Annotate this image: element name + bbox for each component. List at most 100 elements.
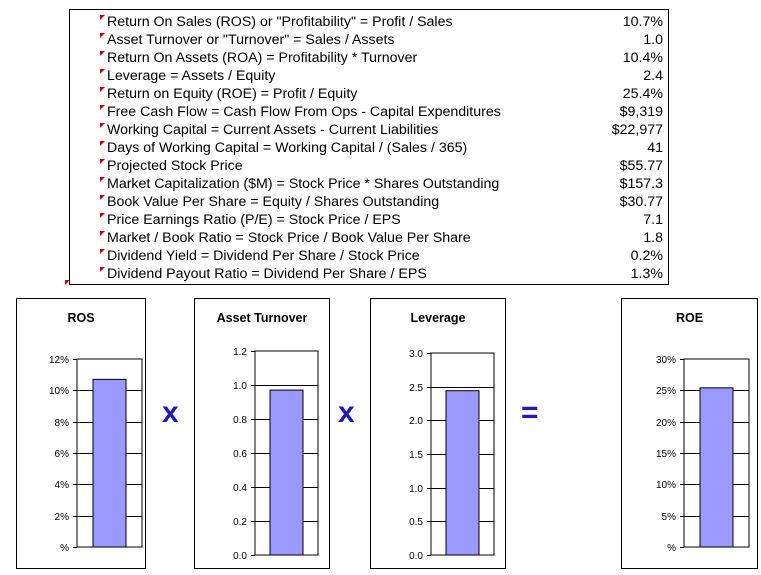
- metric-value: 41: [647, 140, 663, 156]
- metric-value: 0.2%: [630, 248, 663, 264]
- metric-label: Market / Book Ratio = Stock Price / Book…: [107, 230, 471, 246]
- metric-label: Dividend Payout Ratio = Dividend Per Sha…: [107, 266, 427, 282]
- metric-value: 10.4%: [622, 50, 663, 66]
- metric-row: Leverage = Assets / Equity 2.4: [70, 67, 670, 85]
- tick-label: 0.0: [233, 551, 247, 562]
- metrics-table: Return On Sales (ROS) or "Profitability"…: [65, 9, 670, 285]
- comment-marker: [100, 105, 105, 110]
- metric-row: Market / Book Ratio = Stock Price / Book…: [70, 229, 670, 247]
- equals-operator: =: [521, 396, 539, 429]
- comment-marker: [100, 177, 105, 182]
- comment-marker: [100, 249, 105, 254]
- metric-label: Price Earnings Ratio (P/E) = Stock Price…: [107, 212, 401, 228]
- metric-row: Price Earnings Ratio (P/E) = Stock Price…: [70, 211, 670, 229]
- tick-label: 8%: [55, 418, 70, 429]
- metric-row: Dividend Yield = Dividend Per Share / St…: [70, 247, 670, 265]
- metric-value: 7.1: [643, 212, 663, 228]
- comment-marker: [100, 15, 105, 20]
- bar: [699, 387, 734, 548]
- asset-turnover-chart: Asset Turnover 0.0 0.2 0.4 0.6 0.8 1.0 1.2: [194, 298, 330, 569]
- tick-label: 20%: [656, 418, 676, 429]
- ros-plot: % 2% 4% 6% 8% 10% 12%: [49, 355, 143, 554]
- metric-row: Dividend Payout Ratio = Dividend Per Sha…: [70, 265, 670, 283]
- ros-chart: ROS % 2% 4% 6% 8% 10% 12%: [16, 298, 146, 569]
- comment-marker: [100, 195, 105, 200]
- metric-value: 25.4%: [622, 86, 663, 102]
- comment-marker: [100, 69, 105, 74]
- roe-chart: ROE % 5% 10% 15% 20% 25% 30%: [621, 298, 758, 569]
- leverage-chart-title: Leverage: [410, 311, 466, 325]
- leverage-chart: Leverage 0.0 0.5 1.0 1.5 2.0 2.5 3.0: [370, 298, 506, 569]
- metric-label: Projected Stock Price: [107, 158, 243, 174]
- metric-row: Book Value Per Share = Equity / Shares O…: [70, 193, 670, 211]
- tick-label: 0.2: [233, 517, 247, 528]
- metric-row: Return on Equity (ROE) = Profit / Equity…: [70, 85, 670, 103]
- comment-marker: [100, 159, 105, 164]
- tick-label: 15%: [656, 449, 676, 460]
- metric-row: Asset Turnover or "Turnover" = Sales / A…: [70, 31, 670, 49]
- metric-row: Working Capital = Current Assets - Curre…: [70, 121, 670, 139]
- metric-label: Return on Equity (ROE) = Profit / Equity: [107, 86, 358, 102]
- metric-row: Market Capitalization ($M) = Stock Price…: [70, 175, 670, 193]
- tick-label: 0.8: [233, 415, 247, 426]
- metric-value: $157.3: [619, 176, 663, 192]
- tick-label: %: [60, 543, 69, 554]
- metric-label: Working Capital = Current Assets - Curre…: [107, 122, 439, 138]
- metric-value: 1.3%: [630, 266, 663, 282]
- tick-label: 10%: [656, 480, 676, 491]
- metric-row: Free Cash Flow = Cash Flow From Ops - Ca…: [70, 103, 670, 121]
- comment-marker: [100, 51, 105, 56]
- tick-label: 0.4: [233, 483, 247, 494]
- tick-label: 3.0: [409, 349, 423, 360]
- metric-label: Days of Working Capital = Working Capita…: [107, 140, 468, 156]
- comment-marker: [100, 33, 105, 38]
- metric-value: $55.77: [619, 158, 663, 174]
- tick-label: 1.0: [233, 381, 247, 392]
- metric-label: Dividend Yield = Dividend Per Share / St…: [107, 248, 420, 264]
- metric-value: $30.77: [619, 194, 663, 210]
- metric-row: Return On Sales (ROS) or "Profitability"…: [70, 13, 670, 31]
- tick-label: %: [667, 543, 676, 554]
- metric-value: 2.4: [643, 68, 663, 84]
- metric-value: 10.7%: [622, 14, 663, 30]
- tick-label: 1.5: [409, 450, 423, 461]
- tick-label: 2.5: [409, 383, 423, 394]
- metric-label: Market Capitalization ($M) = Stock Price…: [107, 176, 500, 192]
- ros-chart-title: ROS: [67, 311, 95, 325]
- leverage-plot: 0.0 0.5 1.0 1.5 2.0 2.5 3.0: [409, 349, 495, 562]
- asset-turnover-plot: 0.0 0.2 0.4 0.6 0.8 1.0 1.2: [233, 347, 319, 562]
- tick-label: 30%: [656, 355, 676, 366]
- roe-chart-title: ROE: [675, 311, 704, 325]
- metric-row: Days of Working Capital = Working Capita…: [70, 139, 670, 157]
- metric-label: Leverage = Assets / Equity: [107, 68, 276, 84]
- metric-label: Return On Assets (ROA) = Profitability *…: [107, 50, 418, 66]
- metric-label: Book Value Per Share = Equity / Shares O…: [107, 194, 440, 210]
- times-operator-2: x: [338, 396, 355, 429]
- metric-label: Free Cash Flow = Cash Flow From Ops - Ca…: [107, 104, 501, 120]
- metric-value: $9,319: [619, 104, 663, 120]
- comment-marker: [100, 213, 105, 218]
- bar: [92, 378, 127, 548]
- tick-label: 12%: [49, 355, 69, 366]
- metric-value: 1.8: [643, 230, 663, 246]
- metric-label: Asset Turnover or "Turnover" = Sales / A…: [107, 32, 395, 48]
- tick-label: 10%: [49, 386, 69, 397]
- metric-label: Return On Sales (ROS) or "Profitability"…: [107, 14, 453, 30]
- tick-label: 2.0: [409, 416, 423, 427]
- roe-plot: % 5% 10% 15% 20% 25% 30%: [656, 355, 750, 554]
- tick-label: 2%: [55, 512, 70, 523]
- metric-value: 1.0: [643, 32, 663, 48]
- comment-marker: [100, 123, 105, 128]
- comment-marker: [100, 231, 105, 236]
- bar: [445, 390, 480, 556]
- metric-row: Projected Stock Price $55.77: [70, 157, 670, 175]
- times-operator-1: x: [162, 396, 179, 429]
- tick-label: 0.5: [409, 517, 423, 528]
- metric-value: $22,977: [611, 122, 663, 138]
- tick-label: 25%: [656, 386, 676, 397]
- tick-label: 6%: [55, 449, 70, 460]
- comment-marker: [100, 87, 105, 92]
- asset-turnover-chart-title: Asset Turnover: [216, 311, 308, 325]
- comment-marker: [65, 280, 70, 285]
- tick-label: 0.0: [409, 551, 423, 562]
